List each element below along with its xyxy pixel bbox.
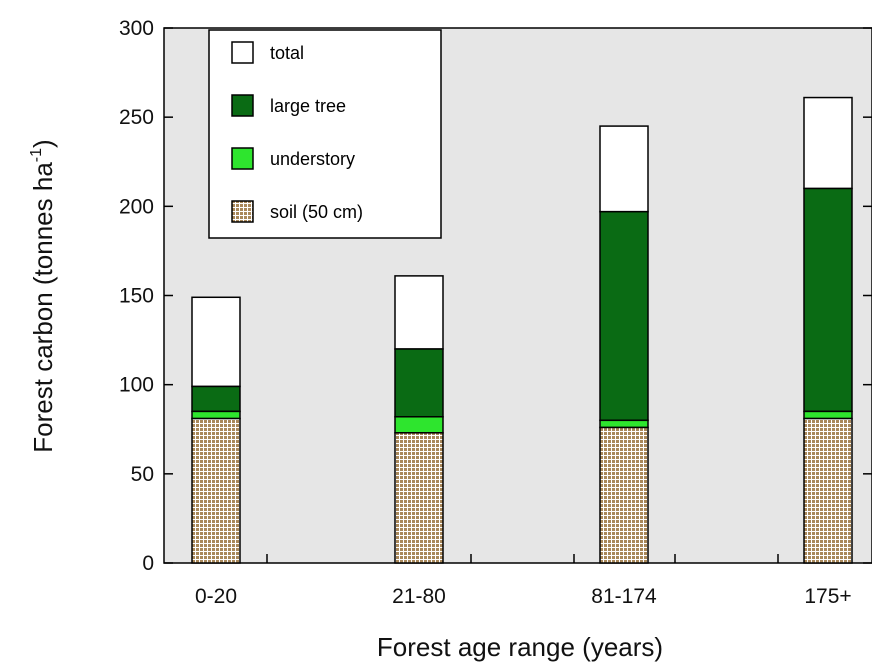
bar-understory-1	[394, 416, 444, 434]
bar-understory-2	[599, 419, 649, 429]
bar-large-tree-0	[191, 385, 241, 413]
legend-label-1: large tree	[270, 96, 346, 116]
bar-total-3	[803, 96, 853, 190]
bar-large-tree-2	[599, 210, 649, 422]
legend-swatch-0	[231, 41, 254, 64]
y-tick-label-6: 300	[119, 17, 154, 40]
x-tick-label-2: 81-174	[591, 585, 657, 608]
y-tick-label-2: 100	[119, 374, 154, 397]
bars	[191, 96, 853, 564]
bar-total-2	[599, 125, 649, 213]
y-tick-label-3: 150	[119, 285, 154, 308]
bar-large-tree-3	[803, 187, 853, 413]
y-tick-label-4: 200	[119, 195, 154, 218]
legend-label-2: understory	[270, 149, 355, 169]
y-tick-label-1: 50	[131, 463, 154, 486]
bar-soil-1	[394, 432, 444, 564]
legend-swatch-3	[231, 200, 254, 223]
y-axis-title: Forest carbon (tonnes ha-1)	[28, 139, 58, 452]
y-axis-title-main: Forest carbon (tonnes ha	[28, 162, 58, 453]
legend-label-0: total	[270, 43, 304, 63]
x-tick-label-0: 0-20	[195, 585, 237, 608]
legend-swatch-2	[231, 147, 254, 170]
y-axis-title-superscript: -1	[28, 148, 45, 162]
y-axis: 0 50 100 150 200 250 300	[119, 17, 872, 575]
bar-soil-3	[803, 417, 853, 564]
bar-total-1	[394, 275, 444, 350]
y-tick-label-5: 250	[119, 106, 154, 129]
x-axis-title: Forest age range (years)	[377, 632, 663, 662]
bar-large-tree-1	[394, 348, 444, 418]
legend: total large tree understory soil (50 cm)	[208, 29, 442, 239]
bar-total-0	[191, 296, 241, 388]
x-tick-label-1: 21-80	[392, 585, 446, 608]
y-axis-title-close: )	[28, 139, 58, 148]
y-tick-label-0: 0	[142, 552, 154, 575]
bar-understory-0	[191, 410, 241, 420]
legend-label-3: soil (50 cm)	[270, 202, 363, 222]
x-tick-label-3: 175+	[804, 585, 851, 608]
legend-swatch-1	[231, 94, 254, 117]
bar-soil-0	[191, 417, 241, 564]
bar-soil-2	[599, 426, 649, 564]
x-axis: 0-20 21-80 81-174 175+	[195, 554, 852, 608]
bar-understory-3	[803, 410, 853, 420]
